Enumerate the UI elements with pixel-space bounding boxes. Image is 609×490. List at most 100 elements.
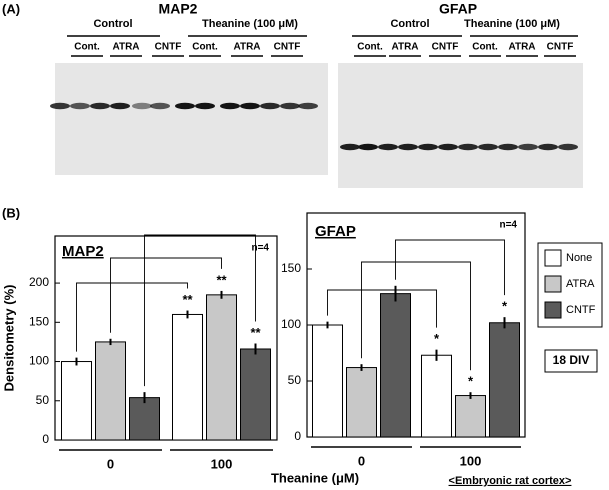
- group-label: Control: [93, 18, 132, 30]
- blot-band: [538, 143, 558, 151]
- blot-band: [260, 102, 280, 110]
- significance-marker: *: [502, 299, 508, 314]
- lane-label: ATRA: [233, 42, 260, 53]
- blot-band: [358, 143, 378, 151]
- lane-label: CNTF: [274, 42, 301, 53]
- blot-band: [132, 102, 152, 110]
- significance-marker: **: [182, 292, 193, 307]
- blot-band: [90, 102, 110, 110]
- significance-marker: **: [216, 272, 227, 287]
- lane-label: ATRA: [112, 42, 139, 53]
- blot-title: GFAP: [439, 1, 477, 17]
- bar: [129, 397, 160, 441]
- legend-swatch: [544, 249, 562, 267]
- blot-image: [338, 63, 583, 188]
- bar: [95, 341, 126, 441]
- comparison-bracket: [327, 289, 437, 328]
- bar: [240, 348, 271, 441]
- lane-label: Cont.: [357, 42, 383, 53]
- blot-band: [378, 143, 398, 151]
- comparison-bracket: [395, 239, 505, 296]
- lane-label: CNTF: [155, 42, 182, 53]
- lane-label: ATRA: [391, 42, 418, 53]
- blot-band: [70, 102, 90, 110]
- blot-band: [298, 102, 318, 110]
- chart-title: MAP2: [62, 243, 104, 260]
- legend-swatch: [544, 275, 562, 293]
- legend-label: None: [566, 252, 592, 264]
- blot-band: [418, 143, 438, 151]
- blot-band: [438, 143, 458, 151]
- group-label: Control: [390, 18, 429, 30]
- blot-band: [175, 102, 195, 110]
- blot-band: [280, 102, 300, 110]
- annotation: n=4: [499, 220, 517, 231]
- blot-band: [478, 143, 498, 151]
- bar: [380, 293, 411, 438]
- y-tick-label: 50: [36, 393, 50, 407]
- y-tick-label: 150: [281, 261, 301, 275]
- x-tick-label: 0: [107, 456, 114, 471]
- significance-marker: *: [434, 331, 440, 346]
- bar: [421, 354, 452, 438]
- legend-swatch: [544, 301, 562, 319]
- x-tick-label: 100: [460, 453, 482, 468]
- y-tick-label: 200: [29, 275, 49, 289]
- blot-band: [150, 102, 170, 110]
- blot-image: [55, 63, 328, 175]
- blot-band: [240, 102, 260, 110]
- blot-band: [195, 102, 215, 110]
- y-tick-label: 150: [29, 314, 49, 328]
- bar: [312, 324, 343, 438]
- lane-label: CNTF: [432, 42, 459, 53]
- blot-band: [518, 143, 538, 151]
- blot-band: [110, 102, 130, 110]
- y-tick-label: 100: [29, 354, 49, 368]
- blot-band: [340, 143, 360, 151]
- blot-title: MAP2: [159, 1, 198, 17]
- plot-frame: [54, 235, 278, 441]
- lane-label: Cont.: [192, 42, 218, 53]
- y-axis-label: Densitometry (%): [1, 285, 16, 392]
- lane-label: Cont.: [74, 42, 100, 53]
- comparison-bracket: [144, 234, 256, 387]
- bar: [172, 313, 203, 441]
- group-label: Theanine (100 μM): [464, 18, 560, 30]
- y-tick-label: 100: [281, 317, 301, 331]
- x-axis-label: Theanine (μM): [271, 470, 359, 485]
- lane-label: Cont.: [472, 42, 498, 53]
- footnote: <Embryonic rat cortex>: [449, 475, 572, 487]
- y-tick-label: 0: [42, 432, 49, 446]
- bar: [489, 322, 520, 438]
- legend-label: CNTF: [566, 304, 596, 316]
- chart-title: GFAP: [315, 223, 356, 240]
- comparison-bracket: [76, 282, 188, 352]
- bar: [61, 361, 92, 441]
- significance-marker: *: [468, 374, 474, 389]
- comparison-bracket: [110, 257, 222, 333]
- bar: [455, 395, 486, 438]
- y-tick-label: 50: [288, 373, 302, 387]
- significance-marker: **: [250, 325, 261, 340]
- note-box: [544, 349, 598, 373]
- blot-band: [220, 102, 240, 110]
- blot-band: [398, 143, 418, 151]
- bar: [346, 367, 377, 438]
- blot-band: [558, 143, 578, 151]
- panel-label: (A): [2, 1, 20, 16]
- annotation: n=4: [251, 243, 269, 254]
- x-tick-label: 100: [211, 456, 233, 471]
- x-tick-label: 0: [358, 453, 365, 468]
- comparison-bracket: [361, 261, 471, 371]
- bar: [206, 294, 237, 441]
- lane-label: ATRA: [508, 42, 535, 53]
- note: 18 DIV: [553, 353, 590, 367]
- blot-band: [458, 143, 478, 151]
- lane-label: CNTF: [547, 42, 574, 53]
- y-tick-label: 0: [294, 429, 301, 443]
- panel-label: (B): [2, 205, 20, 220]
- blot-band: [50, 102, 70, 110]
- group-label: Theanine (100 μM): [202, 18, 298, 30]
- blot-band: [498, 143, 518, 151]
